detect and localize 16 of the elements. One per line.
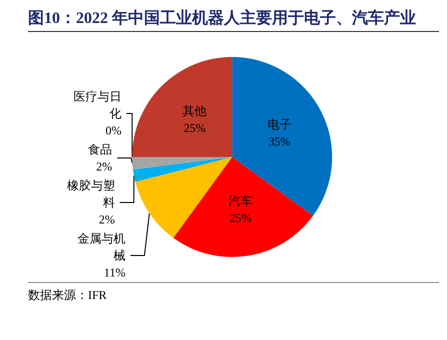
category-label: 医疗与日化	[73, 90, 122, 120]
data-label: 11%	[104, 266, 126, 280]
data-label: 25%	[184, 121, 206, 136]
slice-label: 橡胶与塑料	[66, 178, 115, 210]
slice-label: 汽车	[228, 194, 252, 208]
data-label: 25%	[229, 210, 252, 225]
data-label: 2%	[98, 212, 115, 226]
data-label: 35%	[268, 134, 290, 148]
slice-label: 其他	[182, 104, 207, 118]
slice-label: 金属与机械	[77, 232, 126, 262]
source-note: 数据来源：IFR	[28, 287, 108, 304]
data-label: 2%	[96, 160, 112, 174]
slice-label: 电子	[267, 117, 292, 132]
chart-title: 图10：2022 年中国工业机器人主要用于电子、汽车产业	[28, 8, 439, 32]
slice-label: 食品	[88, 142, 112, 156]
text: 0%	[105, 124, 122, 138]
